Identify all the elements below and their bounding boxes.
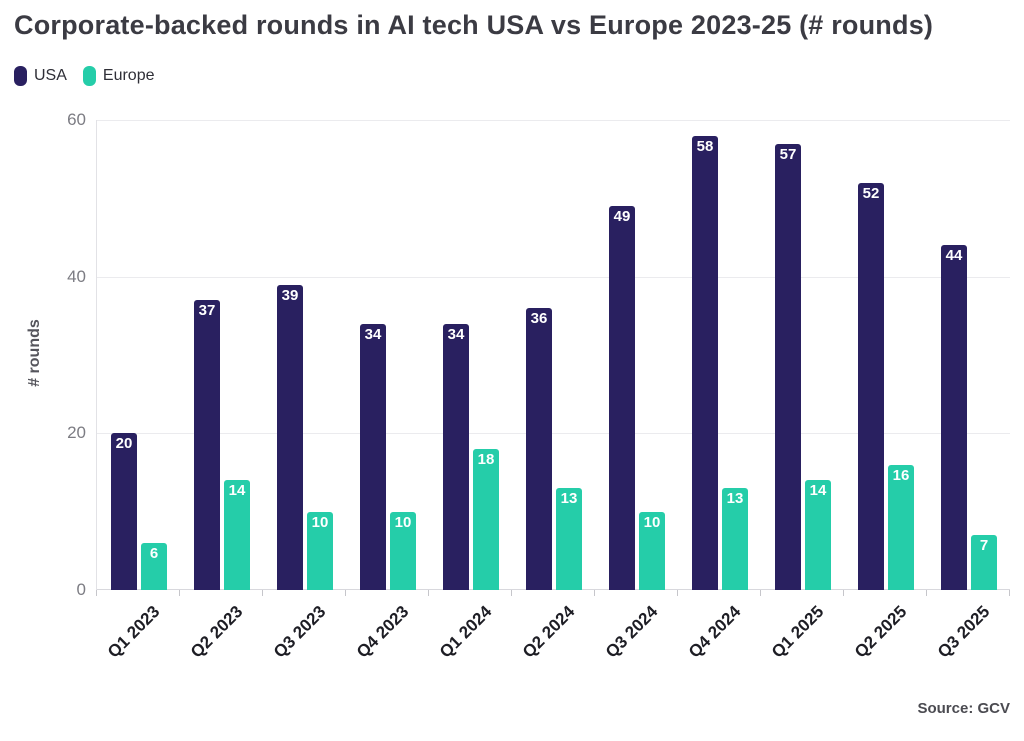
bar-value-label: 6 bbox=[149, 545, 159, 562]
x-tick-label: Q3 2024 bbox=[601, 602, 661, 662]
gridline-y40 bbox=[97, 276, 1010, 278]
bar-europe[interactable]: 6 bbox=[141, 543, 167, 590]
x-tick-label: Q4 2024 bbox=[684, 602, 744, 662]
bar-usa[interactable]: 34 bbox=[443, 323, 469, 590]
bar-usa[interactable]: 44 bbox=[941, 245, 967, 590]
legend-item-europe[interactable]: Europe bbox=[82, 66, 155, 86]
bar-usa[interactable]: 34 bbox=[360, 323, 386, 590]
x-tick-label: Q1 2023 bbox=[103, 602, 163, 662]
y-tick-label: 60 bbox=[67, 110, 86, 129]
bar-value-label: 36 bbox=[530, 310, 548, 327]
x-axis-tick bbox=[345, 590, 346, 596]
bar-europe[interactable]: 16 bbox=[888, 464, 914, 590]
bar-value-label: 14 bbox=[809, 482, 827, 500]
bar-europe[interactable]: 13 bbox=[556, 488, 582, 590]
x-axis-tick bbox=[843, 590, 844, 596]
bar-group-q4-2023: 34 10 bbox=[346, 120, 429, 590]
bar-value-label: 10 bbox=[394, 513, 412, 531]
bar-value-label: 18 bbox=[477, 451, 495, 468]
bar-europe[interactable]: 13 bbox=[722, 488, 748, 590]
bar-value-label: 34 bbox=[364, 325, 382, 343]
bar-group-q2-2023: 37 14 bbox=[180, 120, 263, 590]
x-tick-label: Q2 2024 bbox=[518, 602, 578, 662]
source-note: Source: GCV bbox=[917, 700, 1010, 717]
y-tick-label: 0 bbox=[76, 580, 86, 599]
bar-value-label: 10 bbox=[311, 513, 329, 531]
legend-label: Europe bbox=[102, 67, 155, 84]
legend-label: USA bbox=[34, 67, 67, 84]
bar-usa[interactable]: 58 bbox=[692, 135, 718, 590]
bar-group-q1-2024: 34 18 bbox=[429, 120, 512, 590]
x-axis-tick bbox=[926, 590, 927, 596]
bar-europe[interactable]: 7 bbox=[971, 535, 997, 590]
bar-group-q1-2023: 20 6 bbox=[97, 120, 180, 590]
bar-europe[interactable]: 18 bbox=[473, 449, 499, 590]
legend-item-usa[interactable]: USA bbox=[14, 66, 67, 86]
legend: USA Europe bbox=[14, 66, 155, 86]
bar-europe[interactable]: 10 bbox=[307, 511, 333, 590]
bar-europe[interactable]: 10 bbox=[390, 511, 416, 590]
gridline-y20 bbox=[97, 433, 1010, 435]
bar-group-q2-2024: 36 13 bbox=[512, 120, 595, 590]
bar-value-label: 10 bbox=[643, 513, 661, 531]
bar-value-label: 49 bbox=[613, 208, 631, 226]
x-tick-label: Q3 2025 bbox=[933, 602, 993, 662]
bar-value-label: 44 bbox=[945, 247, 963, 265]
y-tick-label: 40 bbox=[67, 266, 86, 286]
bar-value-label: 39 bbox=[281, 286, 299, 304]
y-axis-title: # rounds bbox=[26, 319, 43, 387]
legend-swatch-icon bbox=[14, 66, 27, 86]
x-axis: Q1 2023 Q2 2023 Q3 2023 Q4 2023 Q1 2024 Q2 20… bbox=[96, 590, 1010, 690]
x-axis-tick bbox=[179, 590, 180, 596]
x-axis-tick bbox=[677, 590, 678, 596]
y-tick-label: 20 bbox=[67, 423, 86, 443]
bar-group-q3-2025: 44 7 bbox=[927, 120, 1010, 590]
bar-usa[interactable]: 39 bbox=[277, 284, 303, 590]
bar-usa[interactable]: 49 bbox=[609, 206, 635, 590]
x-axis-tick bbox=[594, 590, 595, 596]
bar-group-q4-2024: 58 13 bbox=[678, 120, 761, 590]
bar-group-q3-2023: 39 10 bbox=[263, 120, 346, 590]
bar-value-label: 34 bbox=[447, 325, 465, 343]
legend-swatch-icon bbox=[82, 66, 96, 86]
bar-group-q2-2025: 52 16 bbox=[844, 120, 927, 590]
y-axis-title-wrap: # rounds bbox=[26, 303, 44, 403]
x-tick-label: Q3 2023 bbox=[269, 602, 329, 662]
plot-area: 20 6 37 14 39 10 34 10 34 18 36 13 49 10 58 13 57 14 52 16 4… bbox=[96, 120, 1010, 590]
x-axis-tick bbox=[760, 590, 761, 596]
bar-value-label: 57 bbox=[779, 145, 797, 163]
bar-usa[interactable]: 37 bbox=[194, 300, 220, 590]
bar-usa[interactable]: 52 bbox=[858, 182, 884, 590]
bar-value-label: 37 bbox=[198, 302, 216, 320]
bar-usa[interactable]: 57 bbox=[775, 143, 801, 590]
x-tick-label: Q1 2025 bbox=[767, 602, 827, 662]
x-tick-label: Q1 2024 bbox=[435, 602, 495, 662]
bar-value-label: 7 bbox=[979, 537, 989, 555]
x-axis-tick bbox=[96, 590, 97, 596]
bar-value-label: 16 bbox=[892, 466, 910, 484]
bar-europe[interactable]: 14 bbox=[805, 480, 831, 590]
bar-group-q3-2024: 49 10 bbox=[595, 120, 678, 590]
bar-europe[interactable]: 14 bbox=[224, 480, 250, 590]
bar-value-label: 13 bbox=[560, 490, 578, 508]
bar-group-q1-2025: 57 14 bbox=[761, 120, 844, 590]
bar-value-label: 14 bbox=[228, 482, 246, 500]
bar-usa[interactable]: 36 bbox=[526, 308, 552, 590]
x-axis-baseline bbox=[97, 589, 1010, 590]
x-tick-label: Q2 2025 bbox=[850, 602, 910, 662]
x-axis-tick bbox=[511, 590, 512, 596]
bar-value-label: 13 bbox=[726, 490, 744, 508]
bar-usa[interactable]: 20 bbox=[111, 433, 137, 590]
x-tick-label: Q2 2023 bbox=[186, 602, 246, 662]
bar-europe[interactable]: 10 bbox=[639, 511, 665, 590]
x-axis-tick bbox=[428, 590, 429, 596]
bar-value-label: 58 bbox=[696, 137, 714, 155]
x-axis-tick bbox=[262, 590, 263, 596]
gridline-y60 bbox=[97, 120, 1010, 121]
chart-title: Corporate-backed rounds in AI tech USA v… bbox=[14, 10, 934, 40]
bar-value-label: 20 bbox=[115, 435, 133, 453]
x-tick-label: Q4 2023 bbox=[352, 602, 412, 662]
x-axis-tick bbox=[1009, 590, 1010, 596]
bar-value-label: 52 bbox=[862, 184, 880, 202]
